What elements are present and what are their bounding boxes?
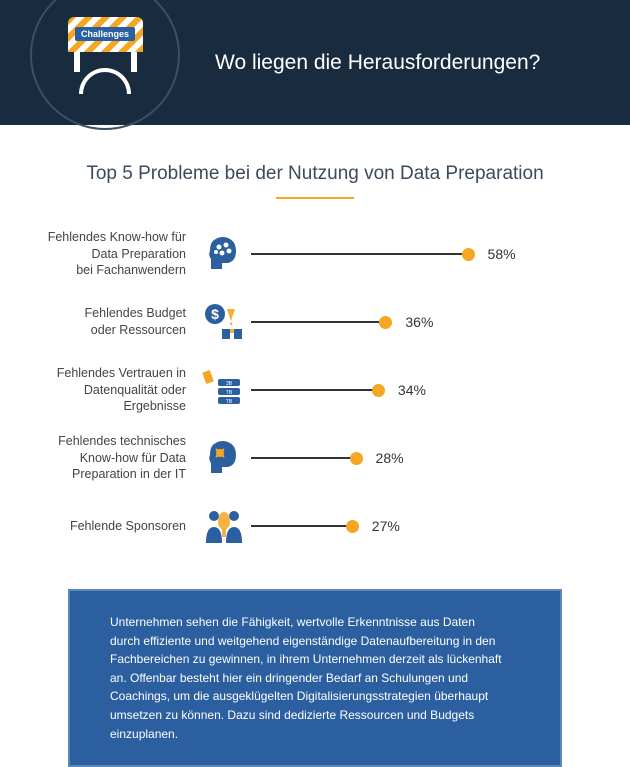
bar-line: [251, 253, 468, 255]
header-circle: Challenges: [30, 0, 180, 130]
svg-text:TB: TB: [225, 390, 232, 396]
bar-dot: [379, 316, 392, 329]
sponsors-icon: [196, 504, 251, 549]
bar-line: [251, 321, 385, 323]
bar-line: [251, 525, 352, 527]
bar-dot: [372, 384, 385, 397]
chart-row: Fehlendes technischesKnow-how für DataPr…: [18, 433, 612, 483]
data-quality-icon: 3B TB TB: [196, 368, 251, 413]
row-percent: 28%: [368, 450, 416, 466]
bar-line: [251, 457, 356, 459]
row-label: Fehlende Sponsoren: [18, 518, 196, 535]
bar-dot: [346, 520, 359, 533]
bar-line: [251, 389, 378, 391]
chart-rows: Fehlendes Know-how fürData Preparationbe…: [18, 229, 612, 551]
chart-row: Fehlendes Know-how fürData Preparationbe…: [18, 229, 612, 279]
row-label: Fehlendes Vertrauen inDatenqualität oder…: [18, 365, 196, 416]
svg-text:3B: 3B: [225, 381, 232, 387]
bar-track: 36%: [251, 316, 612, 328]
bar-track: 27%: [251, 520, 612, 532]
bar-track: 58%: [251, 248, 612, 260]
header-title: Wo liegen die Herausforderungen?: [215, 51, 540, 75]
chart-row: Fehlendes Budgetoder Ressourcen $36%: [18, 297, 612, 347]
title-underline: [276, 197, 354, 199]
barrier-badge: Challenges: [75, 27, 135, 41]
bar-dot: [350, 452, 363, 465]
description-box: Unternehmen sehen die Fähigkeit, wertvol…: [68, 589, 562, 767]
barrier-sign-icon: Challenges: [68, 17, 143, 52]
bar-track: 28%: [251, 452, 612, 464]
chart-row: Fehlendes Vertrauen inDatenqualität oder…: [18, 365, 612, 415]
bar-dot: [462, 248, 475, 261]
svg-text:$: $: [211, 306, 219, 322]
budget-icon: $: [196, 300, 251, 345]
row-percent: 36%: [397, 314, 445, 330]
row-label: Fehlendes technischesKnow-how für DataPr…: [18, 433, 196, 484]
svg-text:TB: TB: [225, 399, 232, 405]
section-title: Top 5 Probleme bei der Nutzung von Data …: [18, 163, 612, 185]
description-text: Unternehmen sehen die Fähigkeit, wertvol…: [110, 613, 505, 743]
content-area: Top 5 Probleme bei der Nutzung von Data …: [0, 125, 630, 767]
row-label: Fehlendes Budgetoder Ressourcen: [18, 305, 196, 339]
head-brain-icon: [196, 232, 251, 277]
row-percent: 27%: [364, 518, 412, 534]
bar-track: 34%: [251, 384, 612, 396]
challenges-barrier-icon: Challenges: [65, 17, 145, 94]
row-percent: 34%: [390, 382, 438, 398]
chart-row: Fehlende Sponsoren 27%: [18, 501, 612, 551]
header-banner: Challenges Wo liegen die Herausforderung…: [0, 0, 630, 125]
row-percent: 58%: [480, 246, 528, 262]
head-gear-icon: [196, 436, 251, 481]
row-label: Fehlendes Know-how fürData Preparationbe…: [18, 229, 196, 280]
